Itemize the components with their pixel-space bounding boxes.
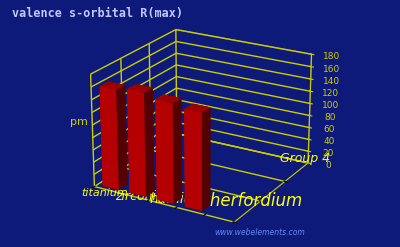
Text: valence s-orbital R(max): valence s-orbital R(max) — [12, 7, 183, 21]
Text: www.webelements.com: www.webelements.com — [215, 228, 305, 237]
